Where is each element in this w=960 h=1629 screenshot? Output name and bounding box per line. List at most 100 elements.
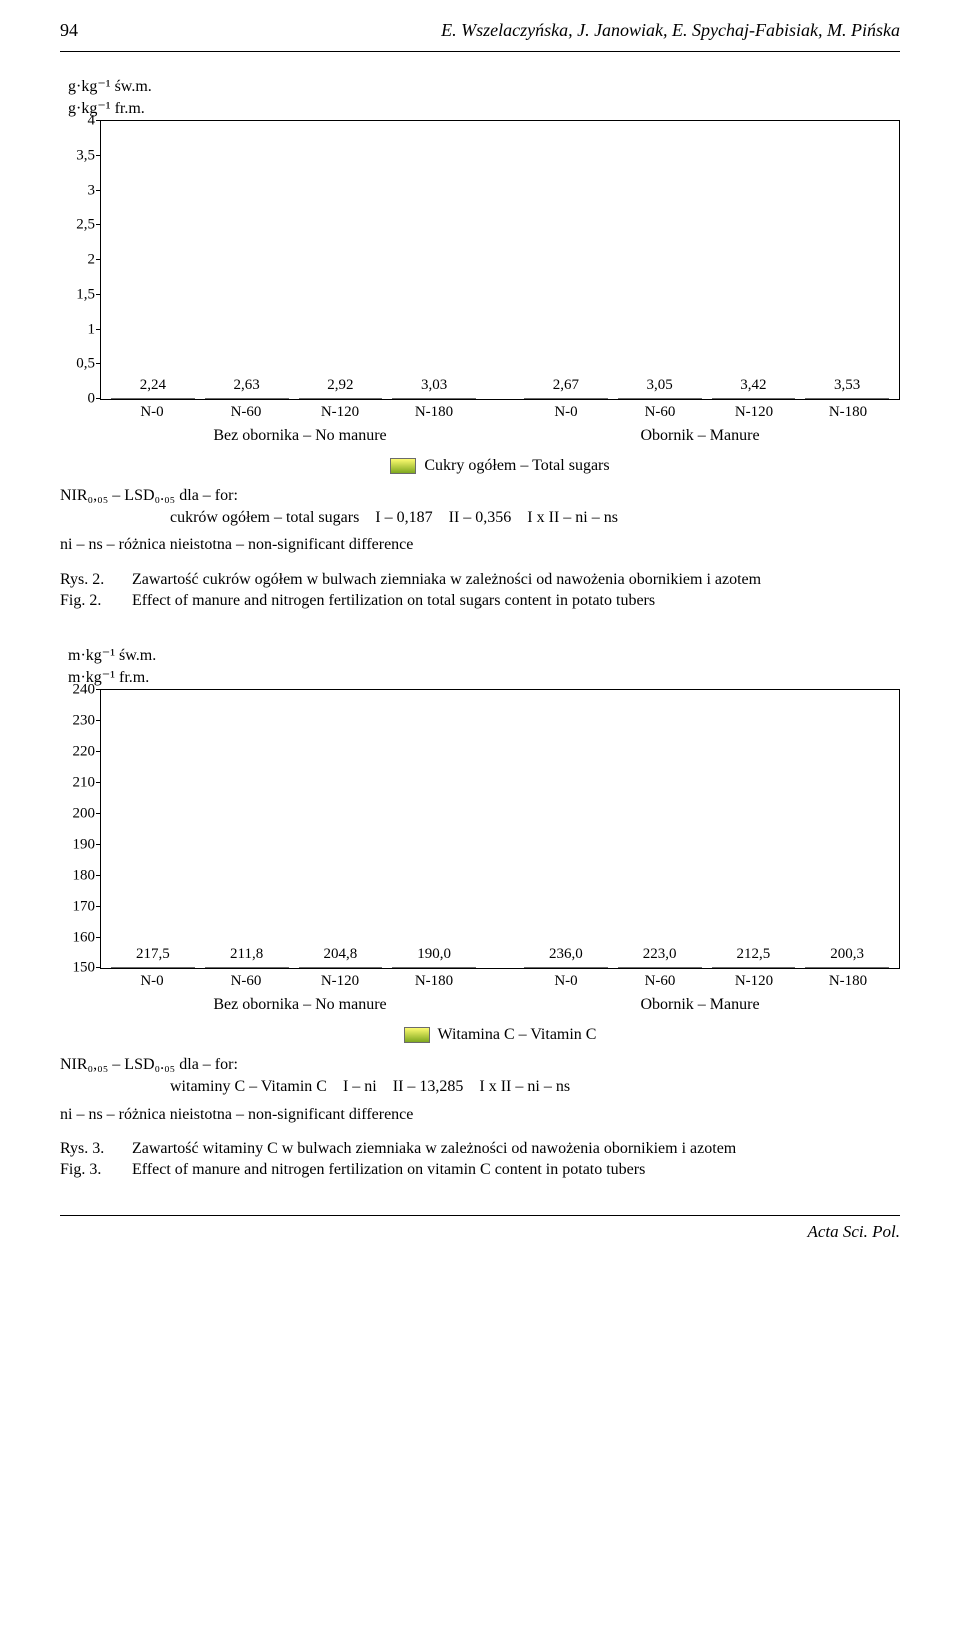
bar [392, 398, 476, 399]
y-tick-mark [96, 329, 101, 330]
bar-column: 190,0 [392, 946, 476, 968]
caption1-fig-text: Effect of manure and nitrogen fertilizat… [132, 591, 655, 612]
bar-column: 211,8 [205, 946, 289, 968]
chart2-bars: 217,5 211,8 204,8 190,0 236,0 223,0 212,5 200,3 [101, 690, 899, 968]
bar-column: 2,67 [524, 377, 608, 399]
bar-column: 2,24 [111, 377, 195, 399]
bar-column: 200,3 [805, 946, 889, 968]
x-label: N-0 [110, 973, 194, 990]
x-label: N-180 [392, 973, 476, 990]
chart2-legend-swatch [404, 1027, 430, 1043]
bar-value-label: 2,24 [140, 377, 166, 394]
x-label: N-60 [204, 404, 288, 421]
caption2-rys-text: Zawartość witaminy C w bulwach ziemniaka… [132, 1139, 736, 1160]
chart1-bars: 2,24 2,63 2,92 3,03 2,67 3,05 3,42 3,53 [101, 121, 899, 399]
chart1-x-labels: N-0 N-60 N-120 N-180 N-0 N-60 N-120 N-180 [100, 404, 900, 421]
chart1-group-left: Bez obornika – No manure [100, 427, 500, 445]
chart2-group-left: Bez obornika – No manure [100, 996, 500, 1014]
y-tick-mark [96, 224, 101, 225]
x-label: N-120 [298, 973, 382, 990]
chart1-unit-bottom: g·kg⁻¹ fr.m. [68, 98, 900, 118]
caption-1: Rys. 2. Zawartość cukrów ogółem w bulwac… [60, 570, 900, 612]
bar-column: 2,92 [299, 377, 383, 399]
bar-value-label: 204,8 [324, 946, 358, 963]
y-tick-mark [96, 906, 101, 907]
y-tick-label: 240 [73, 682, 102, 699]
x-label: N-0 [110, 404, 194, 421]
chart2-plot-area: 217,5 211,8 204,8 190,0 236,0 223,0 212,5 200,3… [100, 689, 900, 969]
bar-value-label: 2,63 [234, 377, 260, 394]
bar-value-label: 217,5 [136, 946, 170, 963]
footer-rule [60, 1215, 900, 1216]
y-tick-mark [96, 294, 101, 295]
bar-column: 223,0 [618, 946, 702, 968]
bar-column: 212,5 [712, 946, 796, 968]
y-tick-label: 4 [88, 113, 102, 130]
bar-value-label: 212,5 [737, 946, 771, 963]
caption1-fig-tag: Fig. 2. [60, 591, 132, 612]
bar-column: 217,5 [111, 946, 195, 968]
authors: E. Wszelaczyńska, J. Janowiak, E. Spycha… [441, 20, 900, 41]
chart1-legend: Cukry ogółem – Total sugars [100, 457, 900, 475]
y-tick-mark [96, 155, 101, 156]
y-tick-label: 0,5 [76, 356, 101, 373]
bar [712, 398, 796, 399]
bar [524, 398, 608, 399]
caption2-fig-tag: Fig. 3. [60, 1160, 132, 1181]
bar-value-label: 200,3 [830, 946, 864, 963]
bar-column: 3,42 [712, 377, 796, 399]
chart1-unit-top: g·kg⁻¹ św.m. [68, 76, 900, 96]
bar-column: 236,0 [524, 946, 608, 968]
x-label: N-0 [524, 973, 608, 990]
page-number: 94 [60, 20, 100, 41]
x-label: N-60 [618, 973, 702, 990]
y-tick-mark [96, 875, 101, 876]
y-tick-mark [96, 782, 101, 783]
chart2-nir-line1: NIR₀,₀₅ – LSD₀.₀₅ dla – for: [60, 1054, 900, 1076]
y-tick-label: 1,5 [76, 286, 101, 303]
y-tick-label: 200 [73, 805, 102, 822]
y-tick-mark [96, 720, 101, 721]
chart2-legend-label: Witamina C – Vitamin C [438, 1026, 597, 1044]
y-tick-mark [96, 363, 101, 364]
x-label: N-180 [392, 404, 476, 421]
bar [299, 967, 383, 968]
chart1-legend-swatch [390, 458, 416, 474]
bar [618, 398, 702, 399]
bar-value-label: 2,92 [327, 377, 353, 394]
chart1-legend-label: Cukry ogółem – Total sugars [424, 457, 609, 475]
chart1-group-labels: Bez obornika – No manure Obornik – Manur… [100, 427, 900, 445]
bar-value-label: 3,42 [740, 377, 766, 394]
bar-value-label: 2,67 [553, 377, 579, 394]
bar-column: 3,05 [618, 377, 702, 399]
chart1-plot-area: 2,242,632,923,032,673,053,423,53 00,511,… [100, 120, 900, 400]
bar [805, 398, 889, 399]
y-tick-label: 230 [73, 713, 102, 730]
bar-value-label: 3,03 [421, 377, 447, 394]
page-footer [60, 1215, 900, 1222]
x-label: N-60 [204, 973, 288, 990]
x-label: N-0 [524, 404, 608, 421]
y-tick-mark [96, 120, 101, 121]
bar-value-label: 211,8 [230, 946, 263, 963]
y-tick-label: 0 [88, 391, 102, 408]
bar-value-label: 223,0 [643, 946, 677, 963]
bar-column: 3,53 [805, 377, 889, 399]
bar-value-label: 236,0 [549, 946, 583, 963]
bar [618, 967, 702, 968]
y-tick-mark [96, 259, 101, 260]
x-label: N-120 [298, 404, 382, 421]
caption1-rys-tag: Rys. 2. [60, 570, 132, 591]
chart2-group-right: Obornik – Manure [500, 996, 900, 1014]
y-tick-mark [96, 967, 101, 968]
y-tick-mark [96, 689, 101, 690]
caption2-rys-tag: Rys. 3. [60, 1139, 132, 1160]
x-label: N-60 [618, 404, 702, 421]
bar-column: 2,63 [205, 377, 289, 399]
x-label: N-120 [712, 404, 796, 421]
y-tick-mark [96, 813, 101, 814]
chart-1: g·kg⁻¹ św.m. g·kg⁻¹ fr.m. 2,24 2,63 2,92 3,… [60, 76, 900, 611]
bar [524, 967, 608, 968]
x-label: N-180 [806, 404, 890, 421]
chart2-legend: Witamina C – Vitamin C [100, 1026, 900, 1044]
